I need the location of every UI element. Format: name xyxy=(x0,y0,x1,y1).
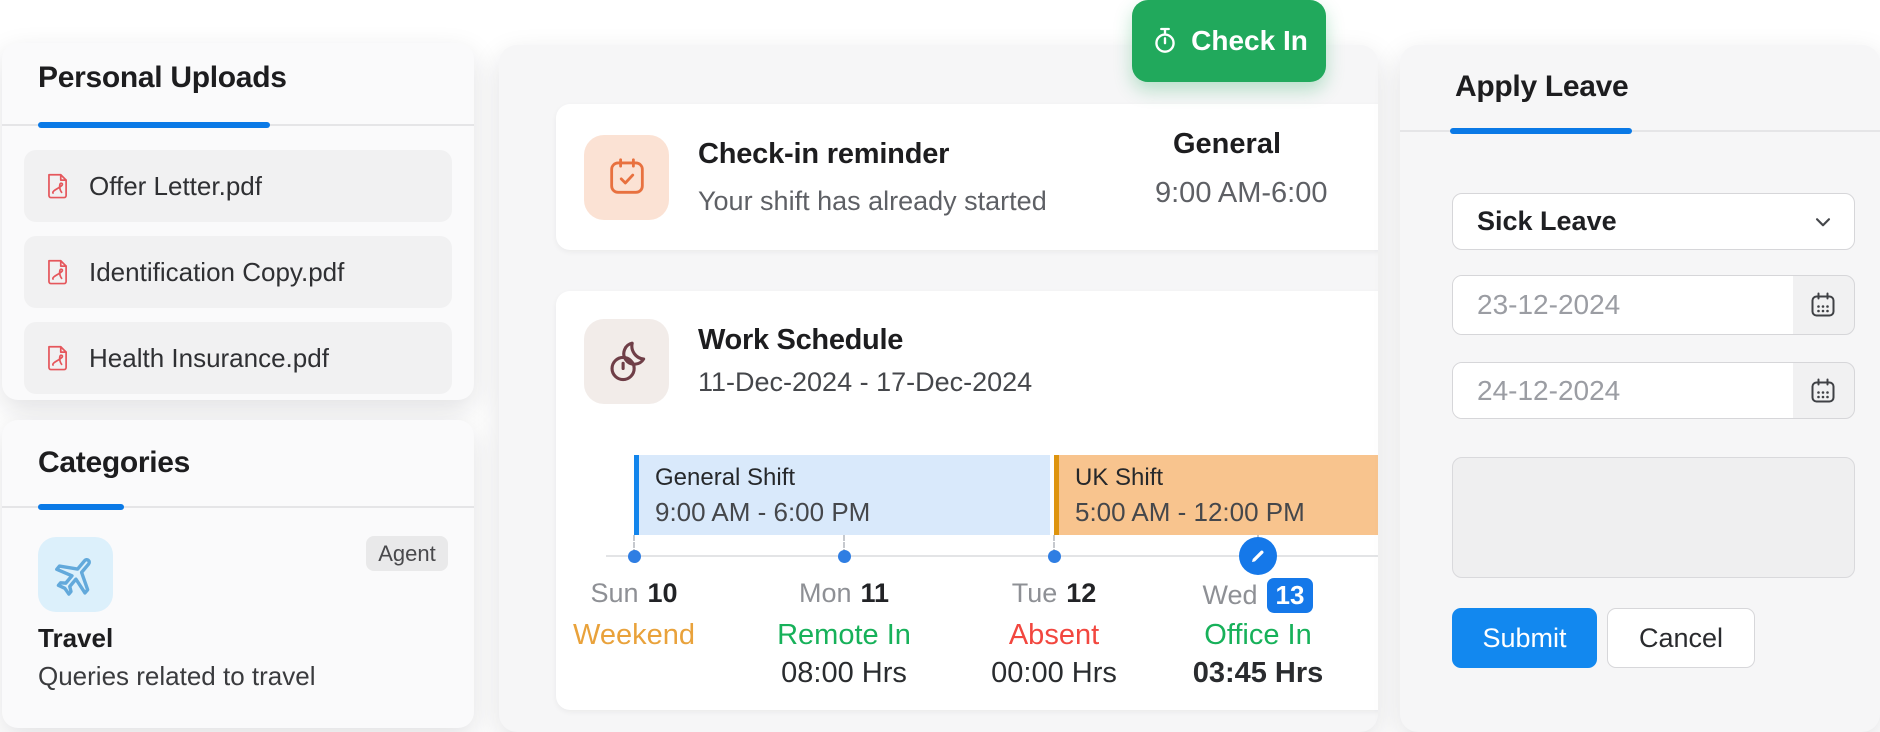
check-in-button[interactable]: Check In xyxy=(1132,0,1326,82)
leave-type-value: Sick Leave xyxy=(1477,206,1617,236)
to-date-input-wrap xyxy=(1453,363,1793,418)
submit-label: Submit xyxy=(1482,622,1567,653)
shift-bar-name: General Shift xyxy=(655,464,796,491)
personal-uploads-title: Personal Uploads xyxy=(38,61,287,94)
from-date-field xyxy=(1452,275,1855,335)
to-date-calendar-button[interactable] xyxy=(1791,363,1854,418)
categories-card: Categories Agent Travel Queries related … xyxy=(2,420,474,728)
day-label: Tue 12 xyxy=(954,578,1154,609)
timeline-connector xyxy=(843,535,845,555)
to-date-input[interactable] xyxy=(1477,374,1767,407)
day-number: 12 xyxy=(1066,578,1097,608)
pencil-icon xyxy=(1252,550,1264,562)
file-item-health-insurance[interactable]: Health Insurance.pdf xyxy=(24,322,452,394)
file-name: Identification Copy.pdf xyxy=(89,256,345,287)
day-status: Office In xyxy=(1204,619,1312,651)
day-hours: 03:45 Hrs xyxy=(1192,657,1324,689)
shift-name: General xyxy=(1173,128,1281,160)
day-name: Mon xyxy=(798,578,852,608)
from-date-calendar-button[interactable] xyxy=(1791,276,1854,334)
day-status: Remote In xyxy=(777,619,911,651)
shift-bar-time: 5:00 AM - 12:00 PM xyxy=(1075,497,1305,527)
file-item-identification-copy[interactable]: Identification Copy.pdf xyxy=(24,236,452,308)
reminder-shift-info: General 9:00 AM-6:00 xyxy=(1155,128,1328,210)
shift-time: 9:00 AM-6:00 xyxy=(1155,177,1328,209)
file-item-offer-letter[interactable]: Offer Letter.pdf xyxy=(24,150,452,222)
chevron-down-icon xyxy=(1815,217,1831,226)
to-date-field xyxy=(1452,362,1855,419)
file-name: Health Insurance.pdf xyxy=(89,342,329,373)
timeline-axis xyxy=(606,555,1378,557)
timeline-dot xyxy=(1048,550,1061,563)
timeline-connector xyxy=(633,535,635,555)
work-schedule-card: Work Schedule 11-Dec-2024 - 17-Dec-2024 … xyxy=(556,291,1378,710)
agent-badge-label: Agent xyxy=(378,540,436,566)
edit-shift-marker[interactable] xyxy=(1239,537,1277,575)
plane-icon xyxy=(54,557,91,596)
categories-title: Categories xyxy=(38,446,191,479)
category-name: Travel xyxy=(38,623,114,653)
apply-leave-title: Apply Leave xyxy=(1455,70,1629,103)
calendar-icon xyxy=(1811,378,1834,402)
from-date-input-wrap xyxy=(1453,276,1793,334)
personal-uploads-card: Personal Uploads Offer Letter.pdf Identi… xyxy=(2,43,474,400)
reminder-icon-tile xyxy=(584,134,669,220)
leave-type-select[interactable]: Sick Leave xyxy=(1452,193,1855,250)
title-accent-bar xyxy=(1450,128,1632,134)
timeline-dot xyxy=(838,550,851,563)
shift-icon xyxy=(609,341,645,381)
day-label: Wed 13 xyxy=(1158,578,1358,613)
cancel-button[interactable]: Cancel xyxy=(1607,608,1755,668)
work-schedule-title: Work Schedule xyxy=(698,324,904,356)
day-label: Mon 11 xyxy=(744,578,944,609)
day-label: Sun 10 xyxy=(534,578,734,609)
pdf-icon xyxy=(48,173,67,199)
reminder-subtitle: Your shift has already started xyxy=(698,185,1047,216)
calendar-icon xyxy=(1811,292,1834,317)
day-number: 11 xyxy=(860,578,890,608)
day-name: Sun xyxy=(590,578,639,608)
category-travel-tile[interactable] xyxy=(38,537,113,612)
timeline-dot xyxy=(628,550,641,563)
stopwatch-icon xyxy=(1155,27,1175,53)
uk-shift-bar: UK Shift 5:00 AM - 12:00 PM xyxy=(1054,455,1378,535)
cancel-label: Cancel xyxy=(1638,622,1724,653)
title-underline xyxy=(2,504,474,510)
day-name: Wed xyxy=(1202,580,1258,610)
day-name: Tue xyxy=(1011,578,1058,608)
general-shift-bar: General Shift 9:00 AM - 6:00 PM xyxy=(634,455,1050,535)
shift-bar-time: 9:00 AM - 6:00 PM xyxy=(655,497,871,527)
check-in-label: Check In xyxy=(1191,25,1308,56)
submit-button[interactable]: Submit xyxy=(1452,608,1597,668)
day-status: Weekend xyxy=(573,619,695,651)
day-number-badge: 13 xyxy=(1266,578,1314,613)
shift-bar-name: UK Shift xyxy=(1075,464,1164,491)
apply-leave-panel: Apply Leave Sick Leave xyxy=(1400,45,1880,732)
title-accent-bar xyxy=(38,122,270,128)
timeline-connector xyxy=(1053,535,1055,555)
reminder-title: Check-in reminder xyxy=(698,137,950,170)
category-description: Queries related to travel xyxy=(38,661,316,691)
title-underline xyxy=(1400,128,1880,134)
day-number: 10 xyxy=(647,578,678,608)
check-in-reminder-card: Check-in reminder Your shift has already… xyxy=(556,104,1378,250)
title-underline xyxy=(2,122,474,128)
day-status: Absent xyxy=(1008,619,1100,651)
pdf-icon xyxy=(48,345,67,371)
from-date-input[interactable] xyxy=(1477,289,1767,321)
day-hours: 08:00 Hrs xyxy=(781,657,907,689)
leave-reason-textarea[interactable] xyxy=(1452,457,1855,578)
title-accent-bar xyxy=(38,504,124,510)
agent-badge: Agent xyxy=(366,536,448,571)
work-schedule-icon-tile xyxy=(584,319,669,404)
pdf-icon xyxy=(48,259,67,285)
work-schedule-date-range: 11-Dec-2024 - 17-Dec-2024 xyxy=(698,367,1033,397)
day-hours: 00:00 Hrs xyxy=(991,657,1117,689)
reminder-text: Check-in reminder Your shift has already… xyxy=(698,138,1047,217)
calendar-check-icon xyxy=(609,158,644,194)
file-name: Offer Letter.pdf xyxy=(89,170,262,201)
attendance-panel: Check-in reminder Your shift has already… xyxy=(499,45,1378,732)
